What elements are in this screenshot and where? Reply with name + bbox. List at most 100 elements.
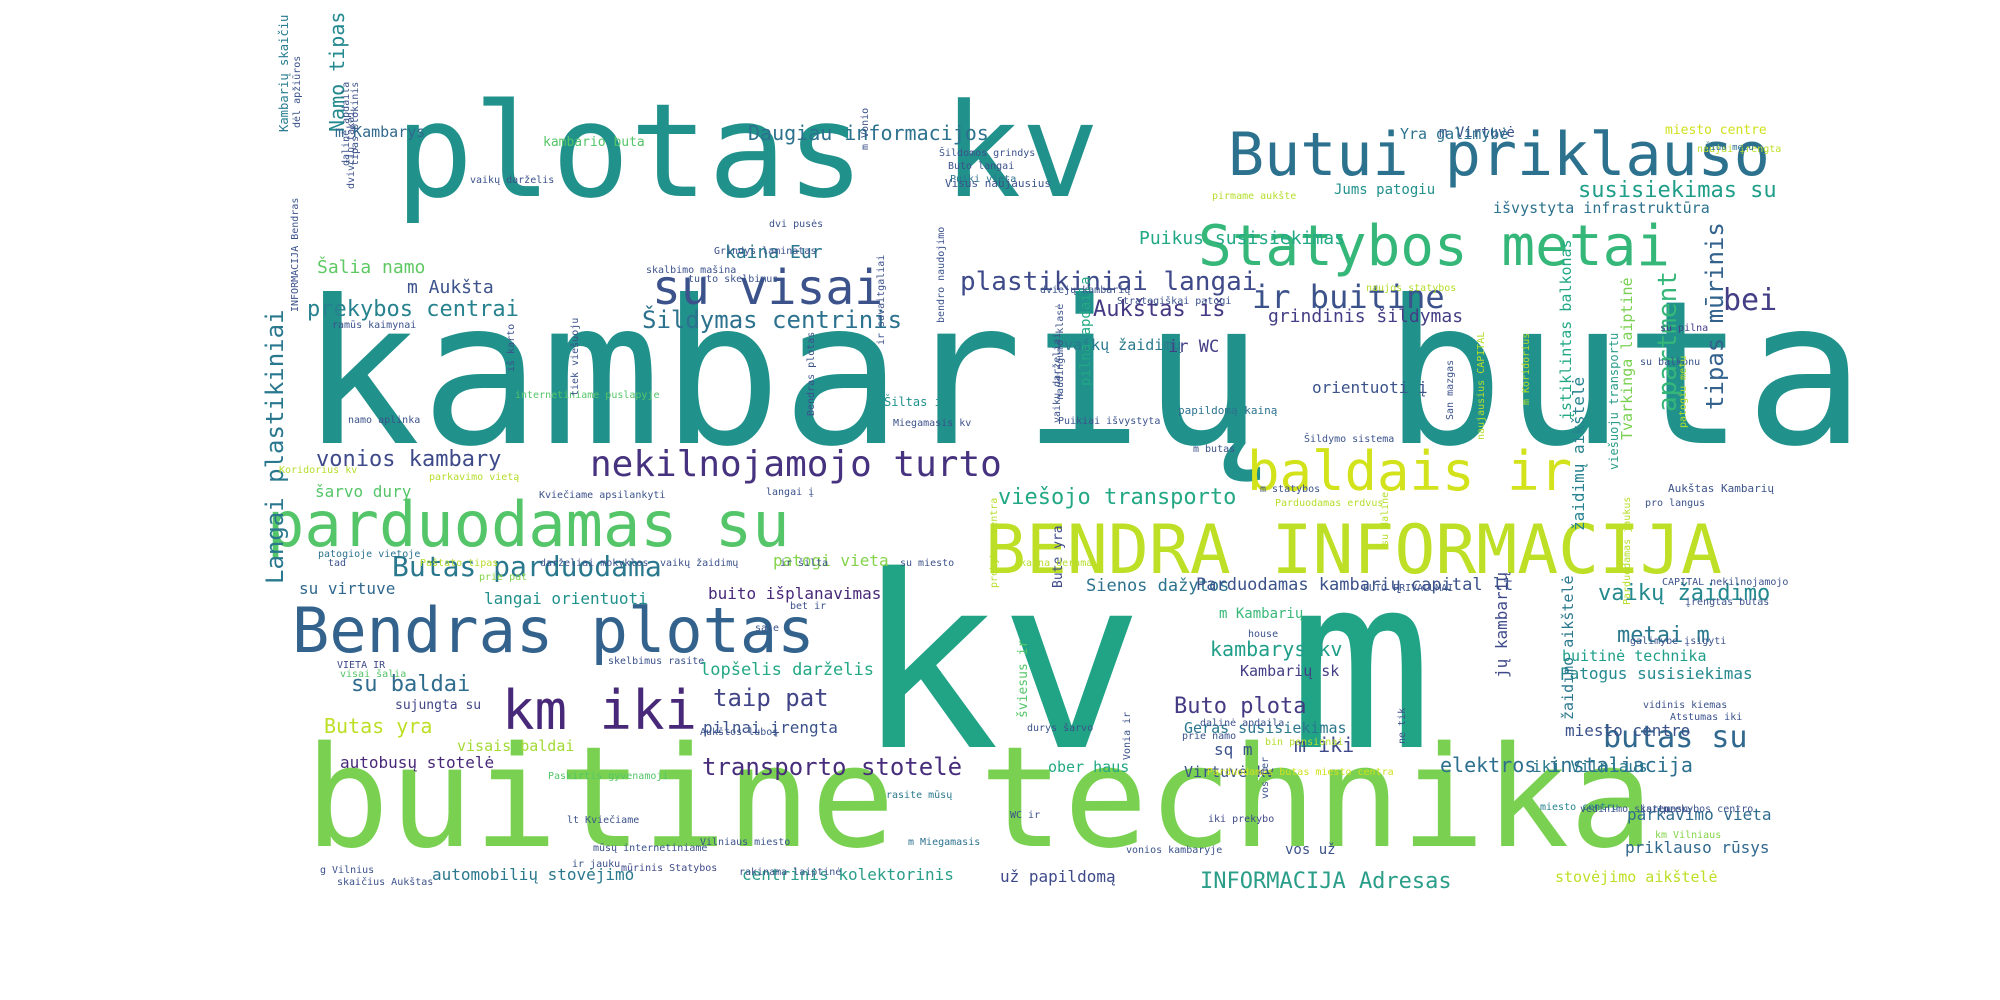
cloud-word: km iki xyxy=(502,679,697,742)
cloud-word: dalinė apdaila xyxy=(341,82,352,166)
cloud-word: iš karto xyxy=(505,324,517,372)
cloud-word: Puikus susisiekimas xyxy=(1139,228,1345,249)
cloud-word: Šildomos grindys xyxy=(939,146,1035,159)
cloud-word: skelbimus rasite xyxy=(608,656,704,667)
cloud-word: Butas parduodama xyxy=(392,550,662,583)
cloud-word: kartu su xyxy=(1640,804,1688,815)
cloud-word: Langai plastikiniai xyxy=(261,309,289,584)
cloud-word: INFORMACIJA Bendras xyxy=(290,198,301,312)
cloud-word: Bendras plotas xyxy=(806,332,817,416)
cloud-word: pro langus xyxy=(1645,498,1705,509)
cloud-word: m butas xyxy=(1193,444,1235,455)
cloud-word: dalinė apdaila xyxy=(1200,718,1284,729)
cloud-word: bin pensionai xyxy=(1265,737,1343,748)
cloud-word: prekybos centrai xyxy=(307,297,519,322)
cloud-word: Šiuo metu xyxy=(1705,141,1754,153)
cloud-word: Parduodamas jaukus xyxy=(1622,497,1633,605)
cloud-word: m Virtuvė xyxy=(1439,125,1515,141)
cloud-word: iki prekybo xyxy=(1208,814,1274,825)
cloud-word: turto skelbimus xyxy=(688,274,778,285)
cloud-word: m Miegamasis xyxy=(908,837,980,848)
cloud-word: Atstumas iki xyxy=(1670,712,1742,723)
cloud-word: Kviečiame apsilankyti xyxy=(539,489,665,501)
cloud-word: Visus naujausius xyxy=(945,177,1051,190)
cloud-word: Puikiai išvystyta xyxy=(1058,415,1160,427)
cloud-word: su miesto xyxy=(900,558,954,569)
cloud-word: San mazgas xyxy=(1445,360,1456,420)
cloud-word: internetiniame puslapyje xyxy=(515,390,660,401)
cloud-word: Koridorius kv xyxy=(279,465,357,476)
cloud-word: Patogus susisiekimas xyxy=(1560,664,1753,683)
cloud-word: pirmame aukšte xyxy=(1212,190,1296,202)
cloud-word: centrinis kolektorinis xyxy=(742,865,954,884)
cloud-word: kambarių buta xyxy=(300,258,1865,491)
cloud-word: elektros instaliacija xyxy=(1440,753,1693,777)
cloud-word: su virtuve xyxy=(299,579,395,598)
cloud-word: durys šarvo xyxy=(1027,722,1093,734)
cloud-word: vidinis kiemas xyxy=(1643,700,1727,711)
cloud-word: Namo tipas xyxy=(325,12,349,132)
cloud-word: tipas mūrinis xyxy=(1701,222,1729,410)
cloud-word: vaikų žaidimų xyxy=(1064,336,1181,354)
cloud-word: Buto plota xyxy=(1174,694,1306,719)
cloud-word: su pilna xyxy=(1660,323,1708,334)
cloud-word: m Kambarių xyxy=(1219,606,1304,622)
cloud-word: ir buitine xyxy=(1252,278,1445,316)
cloud-word: žaidimų aikštelė xyxy=(1569,377,1588,531)
cloud-word: kv m xyxy=(855,524,1433,804)
cloud-word: Puiki vieta xyxy=(950,174,1016,185)
cloud-word: langai į xyxy=(766,487,814,498)
cloud-word: kaina Eur xyxy=(725,242,823,263)
cloud-word: buitinė technika xyxy=(1562,647,1707,665)
cloud-word: Šiltas ir xyxy=(884,394,949,409)
cloud-word: metai m xyxy=(1617,623,1710,648)
cloud-word: papildomą kainą xyxy=(1178,404,1278,417)
cloud-word: namo aplinka xyxy=(348,415,420,426)
cloud-word: mūsų internetiniame xyxy=(593,843,707,854)
cloud-word: išvystyta infrastruktūra xyxy=(1493,199,1710,217)
cloud-word: sale xyxy=(755,623,779,634)
cloud-word: viešuoju transportu xyxy=(1607,333,1621,470)
cloud-word: Šildymas centrinis xyxy=(642,304,902,334)
cloud-word: su baldai xyxy=(351,672,470,697)
cloud-word: su balkonu xyxy=(1640,357,1700,368)
cloud-word: m Aukšta xyxy=(407,277,494,298)
cloud-word: house xyxy=(1248,629,1278,640)
cloud-word: buito išplanavimas xyxy=(708,584,881,603)
cloud-word: Bute yra xyxy=(1051,525,1066,588)
cloud-word: BENDRA INFORMACIJA xyxy=(985,511,1722,590)
cloud-word: dviejų kambarių xyxy=(1040,285,1130,296)
cloud-word: Daugiau informacijos xyxy=(748,121,989,145)
cloud-word: tad xyxy=(328,558,346,569)
cloud-word: nekilnojamojo turto xyxy=(590,444,1002,485)
cloud-word: m statybos xyxy=(1260,484,1320,495)
cloud-word: jų kambarių xyxy=(1492,572,1511,678)
cloud-word: vos už xyxy=(1285,842,1336,858)
cloud-word: skaičius Aukštas xyxy=(337,876,433,888)
cloud-word: Kambarių skaičiu xyxy=(277,15,291,132)
cloud-word: vaikų darželis xyxy=(470,174,554,186)
cloud-word: patogiu metu xyxy=(1678,356,1689,428)
cloud-word: Buto langai xyxy=(948,161,1014,172)
cloud-word: Jums patogiu xyxy=(1334,182,1435,198)
cloud-word: m Vonio xyxy=(860,108,871,150)
cloud-word: dvivčių takai xyxy=(345,111,357,189)
cloud-word: sujungta su xyxy=(395,698,481,713)
cloud-word: Butui priklauso xyxy=(1228,120,1770,190)
cloud-word: galimybe įsigyti xyxy=(1630,636,1726,647)
cloud-word: ir WC xyxy=(1168,337,1219,357)
cloud-word: parduodamas su xyxy=(267,488,790,561)
cloud-word: m iki xyxy=(1294,733,1354,757)
cloud-word: bet ir xyxy=(790,601,826,612)
cloud-word: rasite mūsų xyxy=(886,790,952,801)
cloud-word: dvi pusės xyxy=(769,219,823,230)
cloud-word: kambarys kv xyxy=(1210,637,1342,661)
cloud-word: Yra galimybė xyxy=(1400,125,1508,143)
cloud-word: buitine technika xyxy=(305,717,1654,880)
cloud-word: Kambarių sk xyxy=(1240,662,1339,680)
cloud-word: plotas kv xyxy=(395,75,1099,227)
cloud-word: Butas yra xyxy=(324,714,432,738)
cloud-word: ober haus xyxy=(1048,758,1129,776)
cloud-word: Aukštas Kambarių xyxy=(1668,482,1774,495)
cloud-word: langai orientuoti xyxy=(484,589,648,608)
